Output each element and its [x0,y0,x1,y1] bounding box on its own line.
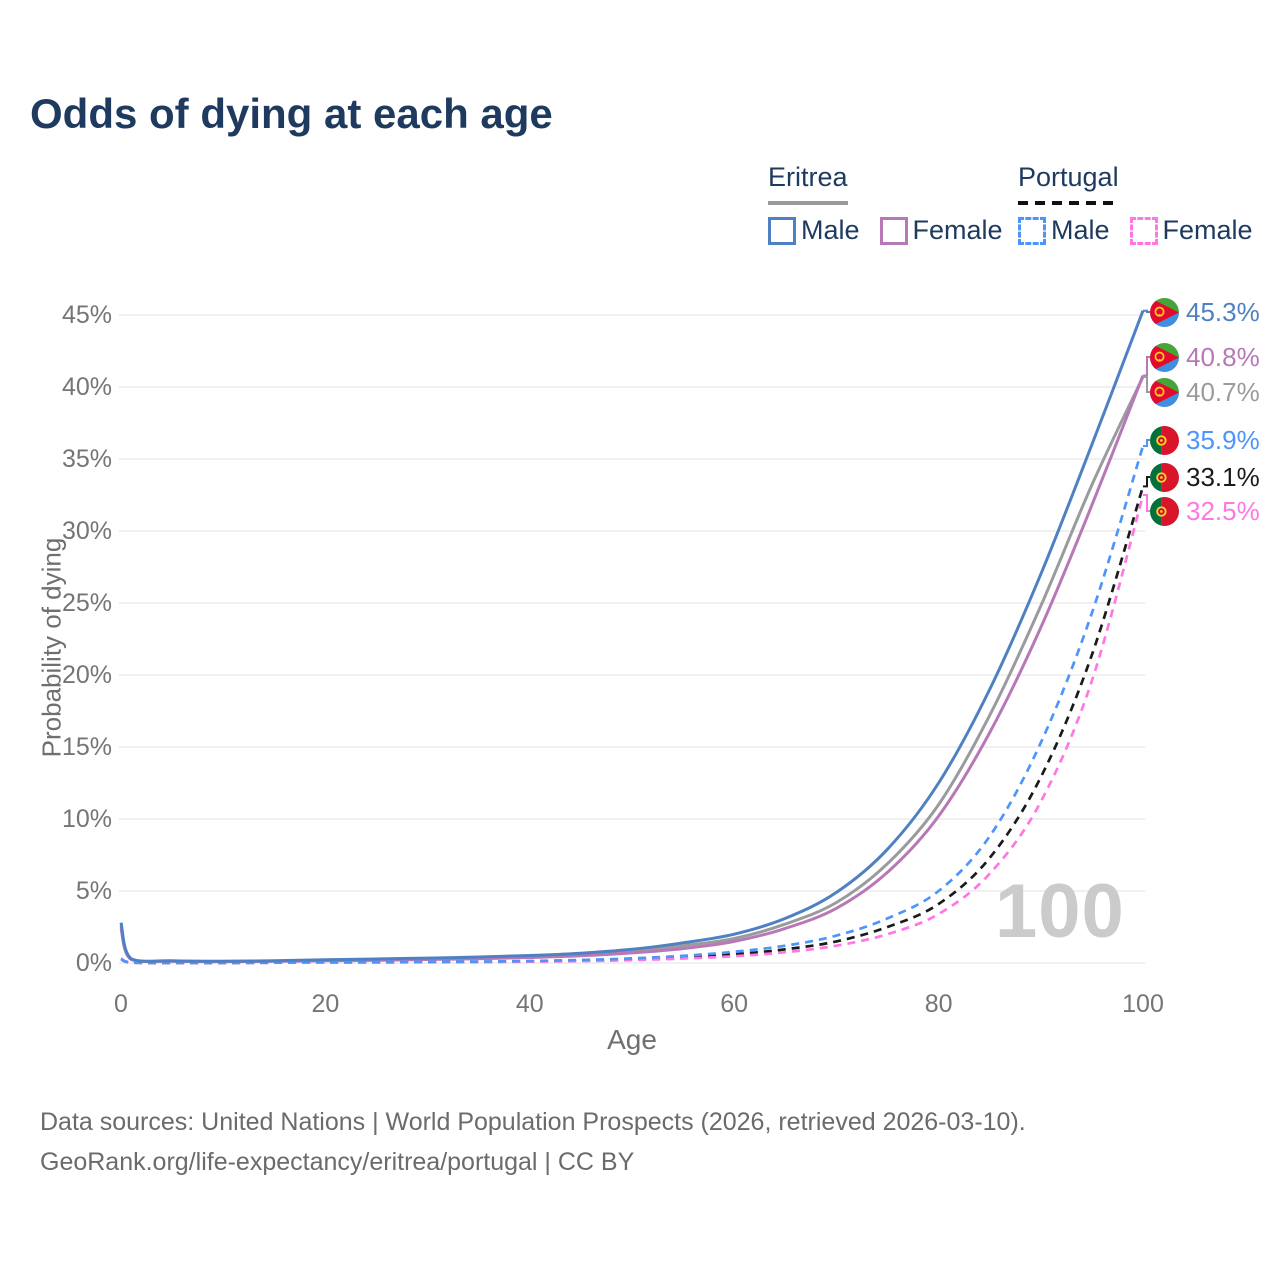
series-end-label-portugal: 33.1% [1150,462,1260,493]
x-tick-label: 60 [720,990,749,1018]
legend-group-portugal: Portugal Male Female [1018,162,1253,246]
legend-item-label: Male [1051,215,1110,245]
series-line-portugal-male[interactable] [120,445,1145,965]
footer-data-sources: Data sources: United Nations | World Pop… [40,1108,1026,1136]
end-label-value: 33.1% [1186,462,1260,492]
series-end-label-eritrea-male: 45.3% [1150,297,1260,328]
legend-item-eritrea-female[interactable]: Female [879,215,1003,246]
legend-group-title-portugal[interactable]: Portugal [1018,162,1119,192]
legend-group-title-eritrea[interactable]: Eritrea [768,162,848,192]
end-label-connector [1143,494,1150,512]
y-tick-label: 5% [75,877,112,905]
series-line-eritrea-male[interactable] [119,310,1145,963]
eritrea-flag-icon [1150,343,1179,372]
portugal-female-swatch-icon [1129,216,1158,245]
watermark-age-label: 100 [995,869,1125,954]
end-label-connector [1143,356,1150,377]
end-label-value: 40.8% [1186,342,1260,372]
y-tick-label: 40% [61,373,112,401]
end-label-connector [1143,476,1150,488]
series-line-portugal-female[interactable] [120,494,1145,965]
end-label-value: 45.3% [1186,297,1260,327]
series-end-label-portugal-male: 35.9% [1150,425,1260,456]
chart-title: Odds of dying at each age [30,90,553,137]
x-tick-label: 40 [515,990,544,1018]
footer-attribution: GeoRank.org/life-expectancy/eritrea/port… [40,1148,635,1176]
end-label-value: 35.9% [1186,425,1260,455]
portugal-flag-icon [1150,426,1179,455]
series-end-label-portugal-female: 32.5% [1150,496,1260,527]
end-label-value: 32.5% [1186,496,1260,526]
legend-item-eritrea-male[interactable]: Male [768,215,860,246]
legend-item-portugal-female[interactable]: Female [1129,215,1253,246]
x-tick-label: 0 [114,990,128,1018]
eritrea-male-swatch-icon [768,216,796,245]
y-tick-label: 0% [75,949,112,977]
y-tick-label: 20% [61,661,112,689]
series-end-label-eritrea: 40.7% [1150,377,1260,408]
eritrea-flag-icon [1150,378,1179,407]
end-label-connector [1143,375,1150,393]
x-axis-title: Age [607,1024,657,1055]
y-tick-label: 45% [61,301,112,329]
y-tick-label: 15% [61,733,112,761]
eritrea-flag-icon [1150,298,1179,327]
legend-item-label: Female [912,215,1003,245]
legend-item-label: Male [801,215,860,245]
x-tick-label: 100 [1122,990,1164,1018]
legend-item-portugal-male[interactable]: Male [1018,215,1110,246]
end-label-connector [1143,309,1150,313]
legend-eritrea-line-style-sample [768,201,848,205]
end-label-connector [1143,439,1150,447]
x-tick-label: 20 [311,990,340,1018]
portugal-flag-icon [1150,463,1179,492]
series-end-label-eritrea-female: 40.8% [1150,342,1260,373]
legend-portugal-line-style-sample [1018,201,1114,205]
legend-group-eritrea: Eritrea Male Female [768,162,1003,246]
portugal-flag-icon [1150,497,1179,526]
y-tick-label: 30% [61,517,112,545]
eritrea-female-swatch-icon [879,216,908,245]
legend-item-label: Female [1162,215,1253,245]
y-axis-title: Probability of dying [36,537,67,758]
y-tick-label: 25% [61,589,112,617]
portugal-male-swatch-icon [1018,216,1046,245]
x-tick-label: 80 [924,990,953,1018]
y-tick-label: 35% [61,445,112,473]
end-label-value: 40.7% [1186,377,1260,407]
y-tick-label: 10% [61,805,112,833]
